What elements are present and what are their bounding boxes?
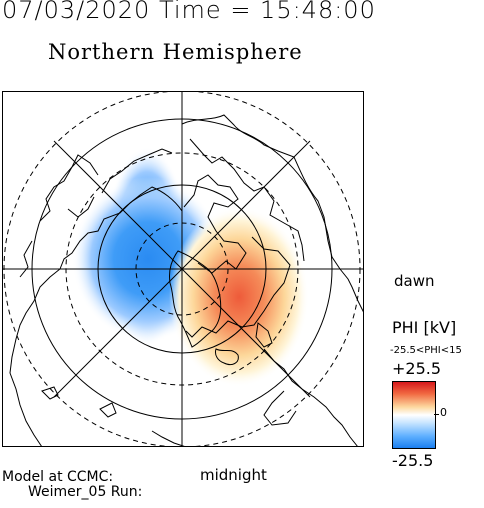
coastline-atlantic-islands <box>41 322 273 418</box>
dawn-label: dawn <box>394 272 435 290</box>
colorbar-zero-label: 0 <box>440 406 447 419</box>
colorbar-range: -25.5<PHI<15 <box>390 345 462 356</box>
hemisphere-title: Northern Hemisphere <box>48 40 303 64</box>
coastline-europe-africa <box>151 348 359 447</box>
map-frame <box>2 91 364 447</box>
meridian-diagonal-b <box>53 140 311 398</box>
colorbar-max-label: +25.5 <box>392 359 442 378</box>
coastline-greenland <box>169 250 222 348</box>
colorbar-title: PHI [kV] <box>392 318 457 337</box>
polar-map-panel <box>2 91 364 447</box>
midnight-label: midnight <box>200 466 267 484</box>
positive-potential-cell <box>169 207 309 387</box>
colorbar-min-label: -25.5 <box>392 451 434 470</box>
model-label: Model at CCMC: <box>2 469 114 485</box>
polar-map <box>2 91 364 447</box>
timestamp: 07/03/2020 Time = 15:48:00 <box>2 0 376 24</box>
colorbar-zero-tick <box>434 414 439 415</box>
run-label: Weimer_05 Run: <box>28 484 143 500</box>
coastline-eurasia <box>181 114 364 338</box>
coastline-north-america <box>9 148 183 447</box>
colorbar <box>392 381 436 449</box>
